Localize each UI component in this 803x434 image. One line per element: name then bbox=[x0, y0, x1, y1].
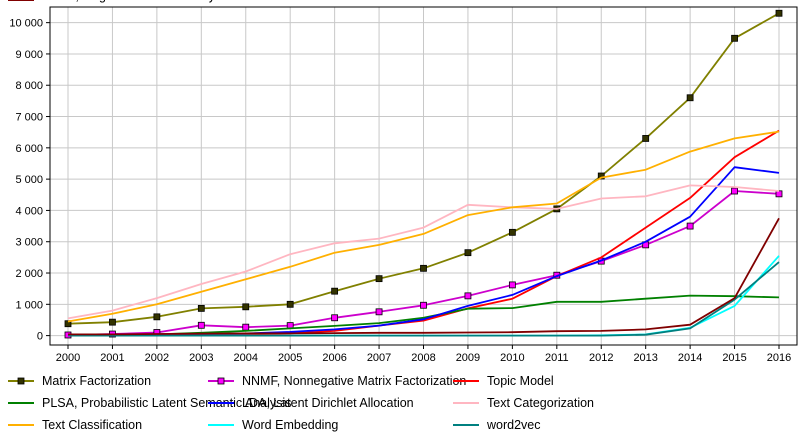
y-tick-label: 7 000 bbox=[15, 112, 43, 124]
series-text-classification bbox=[67, 130, 780, 323]
data-point-nnmf-nonnegative-matrix-factorization bbox=[197, 321, 205, 329]
data-point-nnmf-nonnegative-matrix-factorization bbox=[731, 187, 738, 195]
x-tick-label: 2003 bbox=[189, 352, 213, 364]
legend: Matrix Factorization NNMF, Nonnegative Ma… bbox=[8, 0, 594, 432]
data-point-nnmf-nonnegative-matrix-factorization bbox=[331, 314, 339, 322]
data-point-matrix-factorization bbox=[597, 172, 605, 180]
legend-marker-nnmf-nonnegative-matrix-factorization bbox=[217, 377, 225, 385]
legend-label-text-classification: Text Classification bbox=[42, 418, 142, 432]
series-layer bbox=[64, 9, 783, 339]
legend-item-text-classification: Text Classification bbox=[8, 418, 142, 432]
x-tick-label: 2013 bbox=[633, 352, 657, 364]
y-tick-label: 2 000 bbox=[15, 268, 43, 280]
y-tick-label: 0 bbox=[37, 331, 43, 343]
data-point-matrix-factorization bbox=[242, 303, 250, 311]
series-nnmf-nonnegative-matrix-factorization bbox=[64, 187, 783, 339]
data-point-matrix-factorization bbox=[331, 287, 339, 295]
series-lstm-long-short-term-memory bbox=[68, 217, 780, 336]
y-tick-label: 8 000 bbox=[15, 80, 43, 92]
legend-label-topic-model: Topic Model bbox=[487, 374, 554, 388]
x-tick-label: 2015 bbox=[722, 352, 746, 364]
x-tick-label: 2006 bbox=[322, 352, 346, 364]
series-line-word2vec bbox=[68, 261, 780, 337]
legend-item-lstm-long-short-term-memory: LSTM, long short-term memory bbox=[8, 0, 216, 3]
data-point-matrix-factorization bbox=[420, 264, 427, 272]
legend-label-word-embedding: Word Embedding bbox=[242, 418, 338, 432]
y-tick-label: 4 000 bbox=[15, 205, 43, 217]
x-tick-label: 2007 bbox=[367, 352, 391, 364]
series-word2vec bbox=[68, 261, 780, 337]
x-tick-label: 2002 bbox=[145, 352, 169, 364]
data-point-matrix-factorization bbox=[464, 249, 472, 257]
series-line-lstm-long-short-term-memory bbox=[68, 217, 780, 336]
grid-layer bbox=[50, 7, 797, 345]
x-tick-label: 2005 bbox=[278, 352, 302, 364]
legend-label-text-categorization: Text Categorization bbox=[487, 396, 594, 410]
legend-item-word-embedding: Word Embedding bbox=[208, 418, 338, 432]
legend-item-lda-latent-dirichlet-allocation: LDA, Latent Dirichlet Allocation bbox=[208, 396, 414, 410]
y-tick-label: 5 000 bbox=[15, 174, 43, 186]
x-tick-label: 2008 bbox=[411, 352, 435, 364]
data-point-nnmf-nonnegative-matrix-factorization bbox=[686, 222, 694, 230]
x-tick-label: 2009 bbox=[456, 352, 480, 364]
data-point-matrix-factorization bbox=[508, 228, 516, 236]
x-tick-label: 2010 bbox=[500, 352, 524, 364]
data-point-matrix-factorization bbox=[642, 135, 650, 142]
data-point-matrix-factorization bbox=[731, 34, 738, 42]
x-tick-label: 2001 bbox=[100, 352, 124, 364]
legend-label-lda-latent-dirichlet-allocation: LDA, Latent Dirichlet Allocation bbox=[242, 396, 414, 410]
legend-marker-matrix-factorization bbox=[17, 377, 25, 385]
legend-label-matrix-factorization: Matrix Factorization bbox=[42, 374, 151, 388]
series-line-text-categorization bbox=[67, 184, 780, 320]
series-text-categorization bbox=[67, 184, 780, 320]
data-point-nnmf-nonnegative-matrix-factorization bbox=[775, 190, 783, 198]
legend-label-plsa-probabilistic-latent-semantic-analysis: PLSA, Probabilistic Latent Semantic Anal… bbox=[42, 396, 291, 410]
legend-label-lstm-long-short-term-memory: LSTM, long short-term memory bbox=[42, 0, 216, 3]
data-point-matrix-factorization bbox=[197, 304, 205, 312]
x-tick-label: 2004 bbox=[234, 352, 258, 364]
y-axis-ticks: 0 1 000 2 000 3 000 4 000 5 000 6 000 7 000 8 00… bbox=[9, 18, 50, 343]
legend-label-nnmf-nonnegative-matrix-factorization: NNMF, Nonnegative Matrix Factorization bbox=[242, 374, 466, 388]
data-point-matrix-factorization bbox=[109, 318, 116, 326]
y-tick-label: 3 000 bbox=[15, 237, 43, 249]
x-tick-label: 2000 bbox=[56, 352, 80, 364]
y-tick-label: 1 000 bbox=[15, 299, 43, 311]
legend-item-word2vec: word2vec bbox=[453, 418, 541, 432]
x-tick-label: 2014 bbox=[678, 352, 702, 364]
data-point-matrix-factorization bbox=[153, 313, 161, 321]
data-point-matrix-factorization bbox=[286, 300, 294, 308]
y-tick-label: 6 000 bbox=[15, 143, 43, 155]
legend-item-matrix-factorization: Matrix Factorization bbox=[8, 374, 151, 388]
data-point-nnmf-nonnegative-matrix-factorization bbox=[508, 281, 516, 289]
legend-item-nnmf-nonnegative-matrix-factorization: NNMF, Nonnegative Matrix Factorization bbox=[208, 374, 466, 388]
data-point-matrix-factorization bbox=[375, 275, 383, 283]
data-point-matrix-factorization bbox=[775, 9, 783, 17]
data-point-matrix-factorization bbox=[686, 94, 694, 102]
x-tick-label: 2011 bbox=[545, 352, 569, 364]
series-line-text-classification bbox=[67, 130, 780, 323]
legend-item-text-categorization: Text Categorization bbox=[453, 396, 594, 410]
data-point-nnmf-nonnegative-matrix-factorization bbox=[464, 292, 472, 300]
x-axis-ticks: 2000 2001 2002 2003 2004 2005 2006 2007 2008 2009… bbox=[56, 345, 791, 364]
legend-item-topic-model: Topic Model bbox=[453, 374, 554, 388]
data-point-nnmf-nonnegative-matrix-factorization bbox=[242, 323, 250, 331]
legend-label-word2vec: word2vec bbox=[486, 418, 541, 432]
data-point-nnmf-nonnegative-matrix-factorization bbox=[420, 301, 427, 309]
data-point-nnmf-nonnegative-matrix-factorization bbox=[375, 308, 383, 316]
x-tick-label: 2012 bbox=[589, 352, 613, 364]
y-tick-label: 9 000 bbox=[15, 49, 43, 61]
legend-item-plsa-probabilistic-latent-semantic-analysis: PLSA, Probabilistic Latent Semantic Anal… bbox=[8, 396, 291, 410]
y-tick-label: 10 000 bbox=[9, 18, 43, 30]
x-tick-label: 2016 bbox=[767, 352, 791, 364]
